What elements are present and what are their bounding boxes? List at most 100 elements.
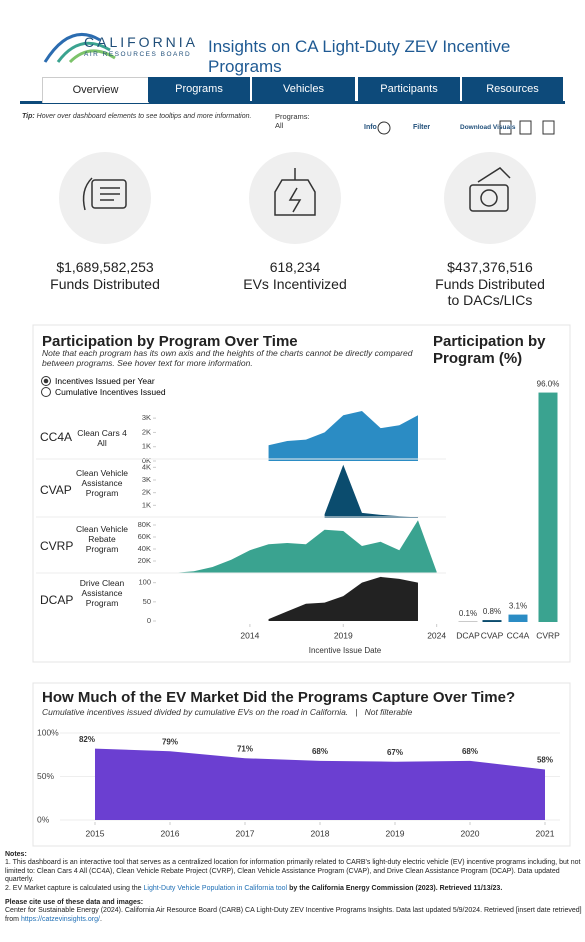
subtitle: Cumulative incentives issued divided by … — [42, 707, 349, 717]
x-tick-label: 2020 — [461, 828, 480, 838]
tab-rule — [20, 101, 565, 104]
tip-label: Tip: — [22, 113, 35, 120]
program-code: CC4A — [40, 430, 73, 444]
category-label: CVRP — [536, 630, 560, 640]
link[interactable]: https://catzevinsights.org/ — [20, 915, 100, 923]
bar — [538, 392, 558, 622]
data-label: 82% — [79, 735, 95, 744]
kpi-icons — [82, 167, 511, 216]
data-label: 67% — [387, 748, 403, 757]
y-tick-label: 0 — [147, 616, 151, 625]
logo-arc — [43, 32, 101, 63]
download[interactable]: Download Visuals — [460, 124, 516, 131]
chart-subtitle: Cumulative incentives issued divided by … — [42, 707, 412, 717]
tip: Tip: Hover over dashboard elements to se… — [22, 113, 262, 120]
y-tick-label: 50 — [143, 597, 151, 606]
tab[interactable]: Resources — [462, 77, 563, 102]
category-label: CC4A — [507, 630, 530, 640]
kpi-value: $437,376,516 — [447, 259, 533, 275]
cite-end: . — [99, 915, 102, 923]
data-label: 58% — [537, 756, 553, 765]
program-code: CVAP — [40, 483, 72, 497]
bar — [508, 614, 528, 622]
radio-dot — [43, 378, 49, 384]
area — [324, 464, 418, 518]
program-name: Clean Vehicle Assistance Program — [76, 468, 128, 498]
area — [175, 520, 437, 573]
cite-heading: Please cite use of these data and images… — [5, 899, 144, 907]
logo-arc — [68, 49, 116, 64]
tip-text: Hover over dashboard elements to see too… — [36, 113, 252, 120]
program-name: Clean Cars 4 All — [77, 428, 127, 448]
y-tick-label: 40K — [138, 544, 151, 553]
chart-title: Participation by Program Over Time — [42, 333, 298, 350]
note: 2. EV Market capture is calculated using… — [5, 884, 142, 892]
radio-label[interactable]: Cumulative Incentives Issued — [55, 387, 166, 397]
separator: | — [355, 707, 358, 717]
x-tick-label: 2014 — [240, 630, 259, 640]
x-tick-label: 2019 — [334, 630, 353, 640]
note: Not filterable — [364, 707, 413, 717]
category-label: DCAP — [456, 630, 480, 640]
tab[interactable]: Programs — [148, 77, 250, 102]
y-tick-label: 3K — [142, 475, 151, 484]
kpi-label: Funds Distributed to DACs/LICs — [435, 276, 545, 308]
y-tick-label: 2K — [142, 488, 151, 497]
filter[interactable]: Filter — [413, 124, 431, 131]
radio[interactable] — [41, 387, 51, 397]
x-tick-label: 2015 — [86, 828, 105, 838]
radio[interactable] — [41, 376, 51, 386]
logo-name: CALIFORNIA — [84, 34, 199, 50]
radio-label[interactable]: Incentives Issued per Year — [55, 376, 155, 386]
logo-arc — [56, 41, 111, 63]
data-label: 68% — [462, 747, 478, 756]
y-tick-label: 1K — [142, 442, 151, 451]
kpi-circle — [249, 152, 341, 244]
x-tick-label: 2017 — [236, 828, 255, 838]
bar — [482, 620, 502, 622]
program-name: Drive Clean Assistance Program — [79, 578, 125, 608]
download-icons[interactable] — [499, 120, 555, 135]
logo-sub: AIR RESOURCES BOARD — [84, 51, 192, 58]
program-code: DCAP — [40, 593, 74, 607]
y-tick-label: 80K — [138, 520, 151, 529]
info[interactable]: Info — [364, 124, 377, 131]
info-icon[interactable] — [377, 121, 391, 135]
x-tick-label: 2019 — [386, 828, 405, 838]
y-tick-label: 2K — [142, 427, 151, 436]
notes-heading: Notes: — [5, 851, 27, 858]
note: 1. This dashboard is an interactive tool… — [5, 859, 581, 884]
area — [268, 411, 418, 461]
y-tick-label: 100 — [138, 578, 151, 587]
program-code: CVRP — [40, 539, 74, 553]
link[interactable]: Light-Duty Vehicle Population in Califor… — [143, 884, 288, 892]
x-tick-label: 2021 — [536, 828, 555, 838]
programs-value[interactable]: All — [275, 121, 284, 130]
bar-label: 3.1% — [509, 602, 527, 611]
x-axis-label: Incentive Issue Date — [309, 646, 382, 655]
tab[interactable]: Overview — [42, 77, 149, 103]
chart-title: Participation by Program (%) — [433, 333, 546, 367]
chart-title: How Much of the EV Market Did the Progra… — [42, 689, 516, 706]
notes: Notes: 1. This dashboard is an interacti… — [5, 851, 583, 924]
y-tick-label: 0K — [142, 456, 151, 465]
y-tick-label: 20K — [138, 556, 151, 565]
y-tick-label: 4K — [142, 462, 151, 471]
data-label: 79% — [162, 737, 178, 746]
card — [32, 324, 571, 663]
kpi-circle — [444, 152, 536, 244]
kpi-value: $1,689,582,253 — [56, 259, 154, 275]
data-label: 71% — [237, 744, 253, 753]
tab[interactable]: Vehicles — [252, 77, 355, 102]
x-tick-label: 2024 — [427, 630, 446, 640]
note: by the California Energy Commission (202… — [289, 884, 503, 892]
category-label: CVAP — [481, 630, 504, 640]
y-tick-label: 1K — [142, 500, 151, 509]
bar-label: 96.0% — [537, 380, 560, 389]
tab[interactable]: Participants — [358, 77, 460, 102]
y-tick-label: 60K — [138, 532, 151, 541]
kpi-label: Funds Distributed — [50, 276, 160, 292]
area — [95, 748, 545, 820]
